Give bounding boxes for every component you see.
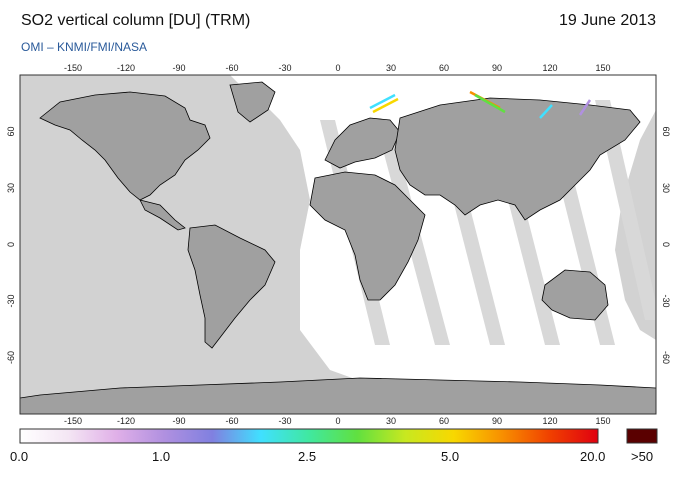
lon-tick-bottom-2: -90: [172, 416, 185, 426]
lon-tick-top-10: 150: [595, 63, 610, 73]
lon-tick-bottom-10: 150: [595, 416, 610, 426]
lon-tick-bottom-6: 30: [386, 416, 396, 426]
lon-tick-top-2: -90: [172, 63, 185, 73]
colorbar-label-2: 2.5: [298, 449, 317, 464]
colorbar-label-0: 0.0: [10, 449, 29, 464]
lat-tick-left-3: -30: [6, 294, 16, 307]
greenland: [229, 81, 276, 123]
lat-ticks-right: 60 30 0 -30 -60: [661, 126, 671, 364]
lon-tick-top-6: 30: [386, 63, 396, 73]
so2-streaks: [369, 90, 592, 119]
lon-tick-bottom-5: 0: [335, 416, 340, 426]
lat-tick-right-0: 60: [661, 126, 671, 136]
map-title: SO2 vertical column [DU] (TRM): [21, 12, 251, 29]
lon-tick-bottom-1: -120: [117, 416, 135, 426]
lon-tick-bottom-0: -150: [64, 416, 82, 426]
lon-tick-bottom-7: 60: [439, 416, 449, 426]
lon-tick-top-4: -30: [278, 63, 291, 73]
map-frame: [19, 74, 657, 415]
colorbar-gradient: [19, 428, 599, 444]
lat-tick-right-4: -60: [661, 351, 671, 364]
south-america: [187, 224, 276, 349]
colorbar-overflow-box: [626, 428, 658, 444]
lon-tick-top-8: 90: [492, 63, 502, 73]
lon-tick-bottom-8: 90: [492, 416, 502, 426]
lon-tick-top-3: -60: [225, 63, 238, 73]
lat-tick-left-2: 0: [6, 242, 16, 247]
lat-tick-left-1: 30: [6, 183, 16, 193]
lon-tick-top-1: -120: [117, 63, 135, 73]
colorbar-label-1: 1.0: [152, 449, 171, 464]
colorbar-label-4: 20.0: [580, 449, 606, 464]
asia: [394, 97, 641, 221]
colorbar-label-5: >50: [631, 449, 654, 464]
central-america: [139, 199, 186, 231]
north-america: [39, 91, 211, 201]
lat-tick-left-4: -60: [6, 351, 16, 364]
lon-ticks-top: -150 -120 -90 -60 -30 0 30 60 90 120 150: [64, 63, 611, 73]
lat-tick-right-3: -30: [661, 294, 671, 307]
lon-tick-bottom-4: -30: [278, 416, 291, 426]
lat-ticks-left: 60 30 0 -30 -60: [6, 126, 16, 364]
antarctica: [20, 377, 656, 414]
map-subtitle: OMI – KNMI/FMI/NASA: [21, 40, 148, 54]
lon-tick-top-7: 60: [439, 63, 449, 73]
lon-tick-top-9: 120: [542, 63, 557, 73]
australia: [541, 269, 609, 321]
lon-tick-bottom-3: -60: [225, 416, 238, 426]
land-areas: [20, 81, 656, 414]
lat-tick-right-2: 0: [661, 242, 671, 247]
lon-tick-top-0: -150: [64, 63, 82, 73]
map-date: 19 June 2013: [559, 12, 656, 29]
colorbar-label-3: 5.0: [441, 449, 460, 464]
lon-tick-top-5: 0: [335, 63, 340, 73]
lon-ticks-bottom: -150 -120 -90 -60 -30 0 30 60 90 120 150: [64, 416, 611, 426]
lon-tick-bottom-9: 120: [542, 416, 557, 426]
africa: [309, 171, 426, 301]
lat-tick-left-0: 60: [6, 126, 16, 136]
lat-tick-right-1: 30: [661, 183, 671, 193]
